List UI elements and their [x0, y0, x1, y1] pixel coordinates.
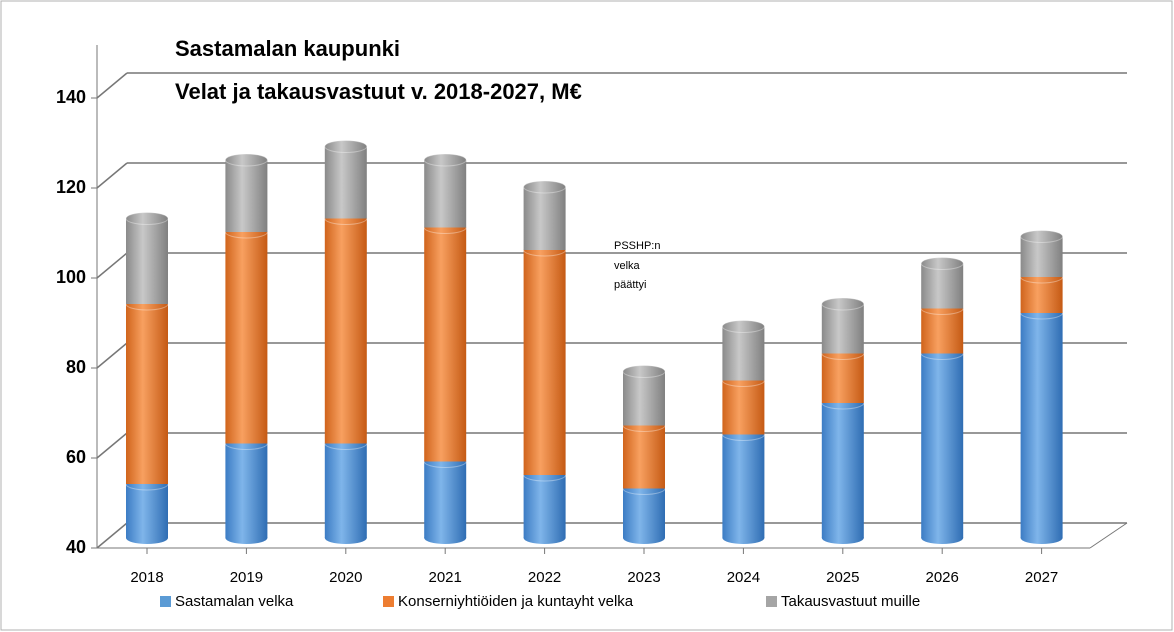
- bar-segment: [821, 403, 864, 538]
- legend-label: Sastamalan velka: [175, 593, 294, 610]
- bar-segment: [523, 475, 566, 538]
- grid-line: [96, 162, 128, 189]
- bar-segment: [424, 160, 467, 228]
- grid-line: [96, 252, 128, 279]
- grid-line: [96, 522, 128, 549]
- cylinder-cap: [523, 180, 567, 194]
- chart-title: Velat ja takausvastuut v. 2018-2027, M€: [175, 79, 582, 104]
- bar-segment: [225, 232, 268, 444]
- cylinder-cap: [622, 365, 666, 378]
- bar-segment: [722, 434, 765, 538]
- y-tick-label: 120: [56, 177, 86, 197]
- legend-label: Konserniyhtiöiden ja kuntayht velka: [398, 593, 634, 610]
- x-tick-label: 2025: [826, 569, 859, 586]
- x-tick-label: 2024: [727, 569, 760, 586]
- chart-title: Sastamalan kaupunki: [175, 36, 400, 61]
- bar-segment: [324, 146, 367, 219]
- annotation: päättyi: [614, 279, 646, 291]
- bar-segment: [921, 308, 964, 354]
- cylinder-cap: [423, 153, 467, 167]
- bar-segment: [921, 353, 964, 538]
- grid-line: [96, 342, 128, 369]
- bar-segment: [523, 187, 566, 250]
- floor-side: [1089, 522, 1128, 549]
- x-tick-label: 2019: [230, 569, 263, 586]
- bar-segment: [225, 160, 268, 232]
- y-tick-label: 140: [56, 87, 86, 107]
- x-tick-label: 2023: [627, 569, 660, 586]
- cylinder-cap: [324, 140, 368, 153]
- bar-segment: [623, 488, 665, 538]
- bar-segment: [126, 218, 168, 304]
- y-tick-label: 80: [66, 357, 86, 377]
- y-tick-label: 40: [66, 537, 86, 557]
- x-tick-label: 2027: [1025, 569, 1058, 586]
- bar-segment: [921, 263, 964, 309]
- bar-segment: [126, 304, 168, 484]
- x-tick-label: 2020: [329, 569, 362, 586]
- bar-segment: [324, 218, 367, 444]
- x-tick-label: 2026: [926, 569, 959, 586]
- bar-segment: [821, 304, 864, 354]
- legend-label: Takausvastuut muille: [781, 593, 920, 610]
- legend-swatch: [160, 596, 171, 607]
- cylinder-cap: [920, 257, 964, 270]
- bar-segment: [821, 353, 864, 403]
- bar-segment: [424, 461, 467, 538]
- bar-segment: [126, 484, 168, 538]
- bar-segment: [523, 250, 566, 475]
- grid-line: [96, 72, 128, 99]
- bar-segment: [225, 443, 268, 538]
- y-tick-label: 60: [66, 447, 86, 467]
- cylinder-cap: [1020, 230, 1064, 243]
- bar-segment: [1020, 236, 1063, 277]
- bar-segment: [623, 425, 665, 489]
- bar-segment: [722, 380, 765, 435]
- bar-segment: [722, 326, 765, 381]
- cylinder-cap: [721, 320, 765, 333]
- grid-line: [96, 432, 128, 459]
- cylinder-cap: [125, 212, 169, 225]
- x-tick-label: 2021: [429, 569, 462, 586]
- bar-segment: [623, 371, 665, 426]
- x-tick-label: 2018: [130, 569, 163, 586]
- annotation: velka: [614, 260, 641, 272]
- x-tick-label: 2022: [528, 569, 561, 586]
- bar-segment: [424, 227, 467, 462]
- cylinder-cap: [224, 153, 268, 167]
- bar-segment: [1020, 313, 1063, 538]
- legend-swatch: [766, 596, 777, 607]
- cylinder-cap: [821, 297, 865, 311]
- annotation: PSSHP:n: [614, 240, 660, 252]
- legend-swatch: [383, 596, 394, 607]
- y-tick-label: 100: [56, 267, 86, 287]
- bar-segment: [324, 443, 367, 538]
